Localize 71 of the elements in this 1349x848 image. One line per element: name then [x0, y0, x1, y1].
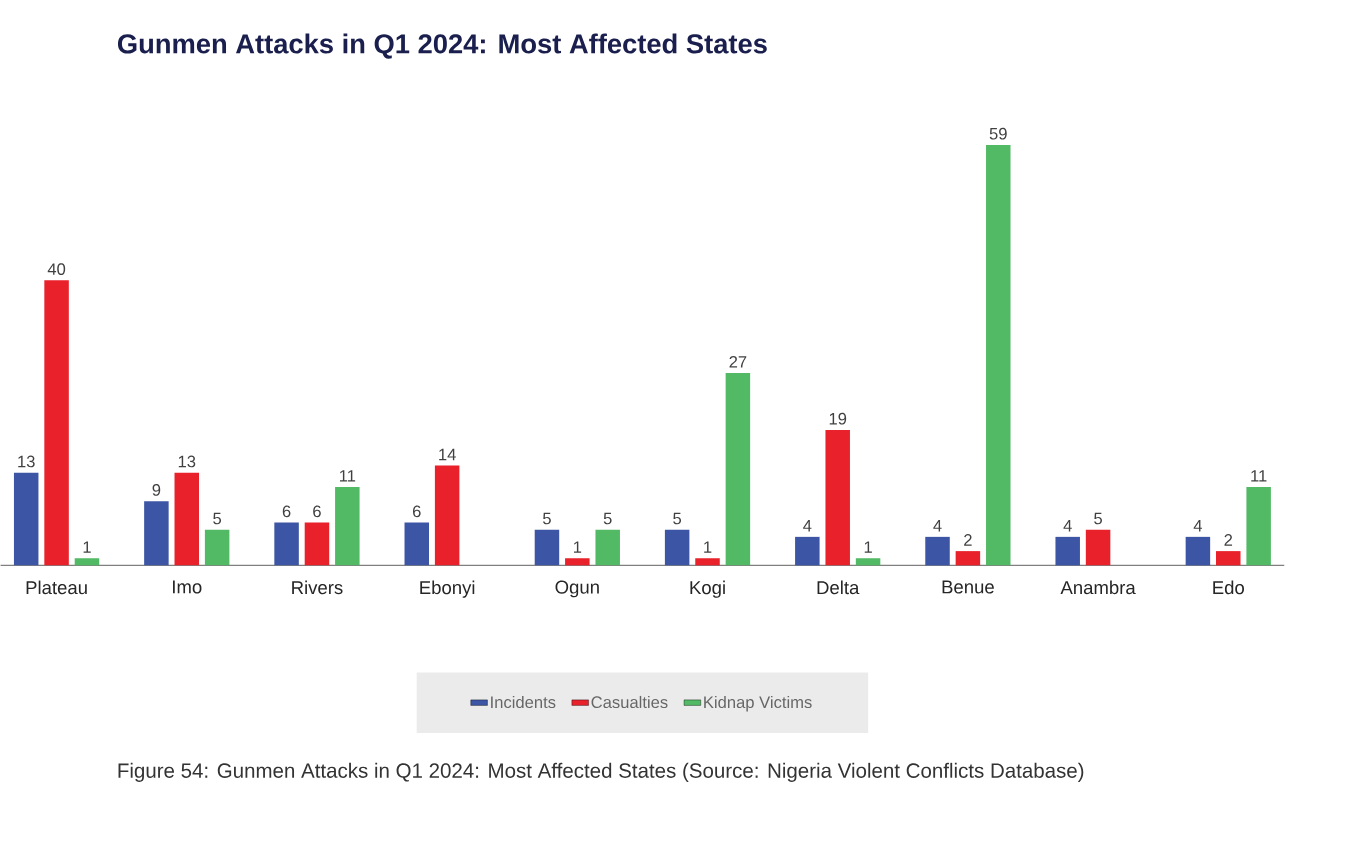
bar: [1085, 529, 1111, 566]
data-label: 5: [673, 512, 682, 525]
x-tick-label: Anambra: [1060, 580, 1136, 595]
data-label: 5: [1094, 512, 1102, 525]
data-label: 2: [964, 534, 972, 546]
data-label: 6: [412, 505, 421, 518]
bar: [925, 537, 950, 566]
data-label: 1: [83, 541, 91, 554]
data-label: 5: [603, 512, 612, 525]
bar: [1216, 551, 1241, 566]
bar: [404, 522, 430, 566]
data-label: 27: [729, 356, 747, 368]
bar: [335, 487, 360, 566]
chart-title: Gunmen Attacks in Q1 2024: Most Affected States: [117, 33, 767, 59]
bar: [304, 522, 330, 566]
bar: [44, 280, 69, 566]
x-tick-label: Ogun: [555, 580, 599, 598]
data-label: 59: [989, 128, 1007, 140]
data-label: 6: [282, 505, 291, 518]
bar: [274, 522, 299, 566]
data-label: 5: [543, 512, 551, 525]
bar: [986, 145, 1011, 566]
data-label: 13: [18, 455, 35, 468]
data-label: 1: [864, 541, 872, 554]
bar: [74, 558, 100, 566]
bar: [565, 558, 590, 566]
legend-label: Kidnap Victims: [704, 696, 812, 712]
data-label: 4: [803, 520, 812, 532]
data-label: 1: [704, 541, 712, 554]
bar: [825, 430, 850, 566]
bar: [664, 529, 690, 566]
bar: [795, 537, 820, 566]
legend-label: Incidents: [491, 696, 556, 709]
bar: [855, 558, 881, 566]
bar: [1246, 487, 1271, 566]
bar: [434, 465, 460, 566]
x-tick-label: Benue: [942, 580, 994, 594]
bar: [1055, 537, 1080, 566]
bar: [13, 472, 39, 566]
data-label: 14: [439, 449, 456, 461]
data-label: 40: [47, 263, 66, 276]
bar: [174, 472, 200, 566]
bar: [955, 551, 981, 566]
data-label: 2: [1224, 534, 1233, 546]
data-label: 9: [152, 484, 161, 497]
bar: [725, 373, 751, 566]
bar: [144, 501, 169, 566]
caption: Figure 54: Gunmen Attacks in Q1 2024: Most Affected States (Source: Nigeria Violent Conflicts Database): [118, 763, 1084, 783]
x-tick-label: Imo: [173, 580, 202, 594]
x-tick-label: Plateau: [26, 580, 87, 595]
data-label: 4: [933, 520, 942, 532]
data-label: 13: [178, 455, 196, 468]
x-tick-label: Kogi: [690, 580, 725, 599]
bar: [534, 529, 560, 566]
bar: [204, 529, 230, 566]
data-label: 11: [339, 470, 356, 482]
bar: [595, 529, 620, 566]
data-label: 19: [829, 413, 847, 425]
data-label: 4: [1063, 520, 1072, 532]
x-tick-label: Ebonyi: [420, 580, 475, 599]
x-tick-label: Rivers: [292, 580, 343, 595]
bar: [695, 558, 720, 566]
data-label: 6: [313, 505, 321, 518]
bar: [1185, 537, 1211, 566]
data-label: 5: [213, 512, 222, 525]
data-label: 4: [1193, 520, 1203, 532]
data-label: 1: [573, 541, 582, 554]
legend-label: Casualties: [591, 696, 668, 709]
x-tick-label: Edo: [1213, 580, 1244, 595]
x-tick-label: Delta: [817, 580, 860, 595]
data-label: 11: [1251, 470, 1267, 482]
